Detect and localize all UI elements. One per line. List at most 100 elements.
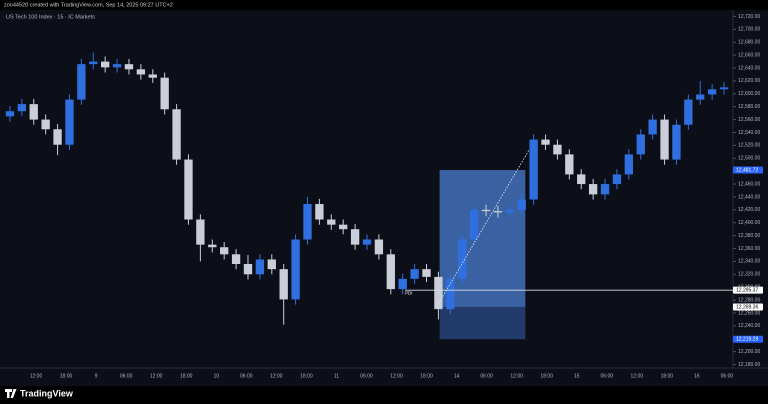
candle-body [672,124,681,160]
x-tick-label: 18:00 [661,373,674,379]
candle-body [362,239,372,245]
candle-body [41,119,50,130]
candle-body [541,139,550,145]
y-tick-label: 12,560.00 [738,117,760,123]
candle-body [5,111,15,117]
candle-body [374,239,384,255]
x-tick-label: 18:00 [180,373,193,379]
y-tick-label: 12,540.00 [738,130,760,136]
candle-body [422,269,431,277]
x-tick-label: 9 [95,373,98,379]
x-tick-label: 12:00 [510,373,523,379]
trajectory [436,149,530,308]
y-tick-label: 12,640.00 [738,65,760,71]
candle-body [719,87,729,90]
candle-body [565,154,574,175]
candle-body [184,159,193,220]
candle-body [29,104,38,120]
footer-brand: TradingView [20,388,74,398]
x-tick-label: 18:00 [300,373,313,379]
x-tick-label: 06:00 [601,373,614,379]
candle-body [231,254,241,264]
y-tick-label: 12,180.00 [738,362,760,368]
candle-body [398,278,407,290]
candle-body [339,224,348,230]
candle-body [588,184,598,195]
x-tick-label: 11 [334,373,339,379]
candle-body [53,129,62,145]
candle-body [17,104,27,112]
chart-title: US Tech 100 Index · 15 · IC Markets [6,14,95,20]
candle-body [505,209,514,213]
candle-body [493,211,503,213]
candle-body [660,119,669,160]
candle-body [148,74,157,78]
candle-body [279,269,288,300]
annotation: PDI [405,290,413,295]
y-tick-label: 12,440.00 [738,194,760,200]
price-label: 12,481.72 [736,167,758,173]
price-label-box [733,286,763,294]
candle-body [529,139,538,200]
candle-body [350,229,360,245]
candle-body [89,61,98,65]
candle-body [696,94,705,100]
price-label: 12,295.37 [736,288,758,294]
candle-body [481,209,491,212]
candle-body [577,174,586,185]
x-tick-label: 15 [574,373,580,379]
candle-body [469,209,479,240]
candle-body [684,99,693,125]
price-label-box [733,303,763,311]
y-tick-label: 12,260.00 [738,310,760,316]
y-tick-label: 12,600.00 [738,91,760,97]
candle-body [172,109,181,160]
y-tick-label: 12,660.00 [738,52,760,58]
y-tick-label: 12,400.00 [738,220,760,226]
y-tick-label: 12,320.00 [738,272,760,278]
y-tick-label: 12,380.00 [738,233,760,239]
y-tick-label: 12,720.00 [738,14,760,20]
candle-body [112,64,122,68]
candle-body [327,219,336,225]
header: zoo44520 created with TradingView.com, S… [4,2,173,8]
y-tick-label: 12,200.00 [738,349,760,355]
candle-body [707,89,717,95]
candle-body [100,61,110,68]
candle-body [517,199,526,210]
candle-body [386,254,395,290]
candle-body [446,278,455,310]
y-tick-label: 12,340.00 [738,259,760,265]
y-tick-label: 12,620.00 [738,78,760,84]
candle-body [243,263,253,275]
candle-body [291,239,300,300]
y-tick-label: 12,680.00 [738,40,760,46]
x-tick-label: 12:00 [30,373,43,379]
candle-body [124,64,134,70]
candle-body [77,64,86,100]
y-tick-label: 12,500.00 [738,156,760,162]
x-tick-label: 10 [213,373,219,379]
candle-body [267,259,276,270]
price-label: 12,269.36 [736,304,758,310]
price-label-box [733,166,763,174]
y-tick-label: 12,420.00 [738,207,760,213]
candle-body [315,204,324,220]
candle-body [255,259,265,275]
price-label-box [733,335,763,343]
x-tick-label: 06:00 [721,373,734,379]
x-tick-label: 06:00 [120,373,133,379]
candle-body [648,119,657,135]
candle-body [136,69,146,75]
candle-body [65,99,74,145]
stop-zone [439,306,526,340]
price-label: 12,219.29 [736,337,758,343]
x-tick-label: 18:00 [420,373,433,379]
y-tick-label: 12,280.00 [738,297,760,303]
candle-body [458,239,467,279]
x-tick-label: 12:00 [631,373,644,379]
candle-body [553,144,562,155]
candle-body [612,174,622,185]
candle-body [220,247,229,255]
